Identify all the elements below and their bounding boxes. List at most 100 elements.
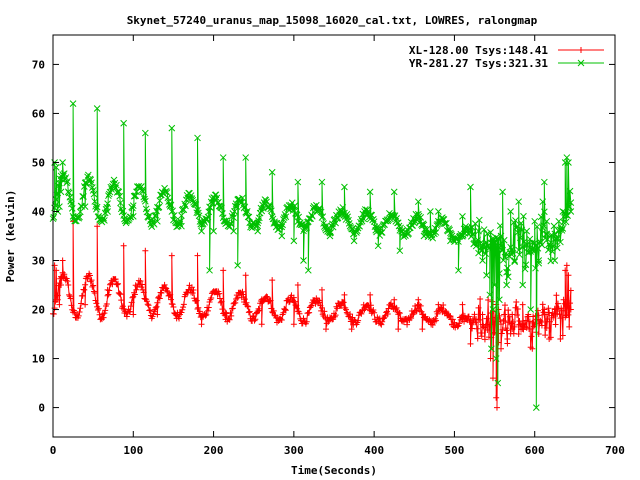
data-point [269, 277, 276, 284]
data-point [168, 124, 176, 132]
data-point [391, 296, 398, 303]
data-point [105, 291, 112, 298]
data-point [184, 290, 191, 297]
data-point [157, 289, 164, 296]
data-point [258, 321, 265, 328]
data-point [559, 225, 567, 232]
data-point [218, 204, 225, 212]
data-point [93, 105, 101, 112]
y-tick-label: 60 [32, 107, 45, 120]
data-point [102, 307, 109, 314]
data-point [207, 204, 214, 211]
data-point [395, 326, 402, 333]
data-point [374, 242, 382, 250]
data-point [227, 220, 235, 228]
data-point [491, 281, 498, 289]
data-point [77, 305, 84, 312]
data-point [252, 223, 260, 230]
data-point [54, 296, 61, 303]
data-point [293, 302, 300, 309]
data-point [141, 129, 149, 137]
data-point [350, 237, 358, 245]
data-point [488, 345, 495, 353]
data-point [100, 214, 107, 222]
data-point [442, 308, 449, 315]
data-point [432, 317, 439, 324]
data-point [127, 308, 134, 315]
data-point [219, 306, 226, 313]
data-point [557, 315, 564, 322]
data-point [196, 308, 203, 315]
data-point [563, 262, 570, 269]
data-point [499, 188, 506, 196]
data-point [325, 318, 332, 325]
x-tick-label: 700 [605, 444, 625, 457]
data-point [62, 174, 70, 181]
data-point [153, 303, 160, 310]
data-point [550, 314, 557, 321]
data-point [254, 219, 262, 227]
data-point [140, 289, 147, 296]
data-point [267, 205, 274, 213]
x-tick-label: 500 [444, 444, 464, 457]
data-point [278, 316, 285, 323]
data-point [526, 326, 533, 333]
data-point [521, 320, 528, 327]
data-point [243, 299, 250, 306]
data-point [141, 195, 148, 203]
data-point [267, 297, 274, 304]
data-point [367, 302, 374, 309]
data-point [378, 321, 385, 328]
data-point [513, 223, 521, 230]
data-point [353, 229, 360, 236]
data-point [355, 317, 362, 324]
data-point [93, 300, 100, 307]
data-point [467, 340, 474, 347]
data-point [492, 355, 500, 362]
data-point [509, 311, 516, 318]
data-point [562, 267, 569, 274]
data-point [268, 168, 276, 176]
data-point [512, 217, 519, 224]
data-point [567, 199, 575, 207]
data-point [264, 294, 271, 301]
data-point [475, 249, 482, 257]
data-point [396, 309, 403, 316]
data-point [192, 201, 200, 209]
data-point [505, 307, 512, 314]
data-point [565, 311, 572, 318]
data-point [318, 304, 325, 311]
data-point [188, 195, 196, 202]
data-point [180, 301, 187, 308]
data-point [161, 281, 168, 288]
data-point [155, 203, 163, 211]
data-point [538, 319, 545, 326]
data-point [426, 208, 434, 215]
data-point [378, 229, 386, 236]
data-point [230, 214, 237, 222]
data-point [75, 312, 82, 319]
data-point [487, 229, 494, 236]
data-point [305, 215, 313, 222]
data-point [106, 287, 113, 294]
data-point [469, 230, 477, 238]
data-point [459, 301, 466, 308]
y-tick-label: 70 [32, 58, 45, 71]
data-point [84, 275, 91, 282]
data-point [557, 238, 564, 246]
data-point [554, 300, 561, 307]
plot-frame [52, 34, 616, 438]
x-axis-label: Time(Seconds) [291, 464, 377, 477]
data-point [93, 203, 101, 211]
data-point [429, 322, 436, 329]
data-point [417, 302, 424, 309]
data-point [301, 224, 309, 232]
data-point [116, 192, 123, 200]
data-point [178, 309, 185, 316]
data-point [366, 306, 373, 313]
data-point [432, 229, 440, 236]
data-point [241, 296, 248, 303]
data-point [65, 282, 72, 289]
data-point [190, 287, 197, 294]
